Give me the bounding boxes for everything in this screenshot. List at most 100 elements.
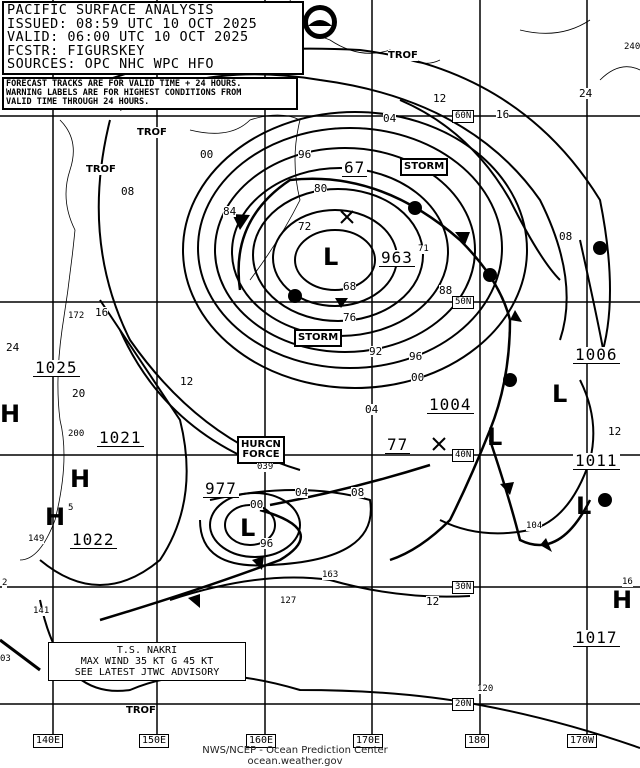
- obs-label: 172: [68, 311, 85, 321]
- warning-line: FORCE: [242, 449, 280, 460]
- ts-name: T.S. NAKRI: [116, 645, 178, 656]
- low-pressure-symbol: L: [487, 423, 503, 451]
- isobar-label: 96: [298, 148, 312, 161]
- occluded-front: [488, 439, 592, 547]
- header-valid: VALID: 06:00 UTC 10 OCT 2025: [7, 29, 249, 45]
- credit-url[interactable]: ocean.weather.gov: [247, 756, 343, 767]
- analysis-header: PACIFIC SURFACE ANALYSIS ISSUED: 08:59 U…: [2, 1, 304, 75]
- isobar-label: 80: [314, 182, 328, 195]
- x-markers: [0, 210, 446, 672]
- isobar-label: 68: [343, 280, 357, 293]
- obs-label: 104: [526, 521, 543, 531]
- note-line: FORECAST TRACKS ARE FOR VALID TIME + 24 …: [6, 79, 242, 89]
- pressure-67: 67: [342, 158, 368, 177]
- ts-max-wind: MAX WIND 35 KT G 45 KT: [80, 656, 214, 667]
- pressure-1017: 1017: [573, 628, 620, 647]
- isobar-label: 12: [433, 92, 447, 105]
- obs-label: 127: [280, 596, 297, 606]
- high-pressure-symbol: H: [0, 400, 21, 428]
- isobar-label: 71: [418, 244, 429, 254]
- trough-label: TROF: [126, 705, 156, 716]
- isobar-label: 16: [496, 108, 510, 121]
- isobar-label: 72: [298, 220, 312, 233]
- isobar-label: 12: [180, 375, 194, 388]
- lon-label-170e: 170E: [353, 734, 384, 748]
- ts-advisory: SEE LATEST JTWC ADVISORY: [74, 667, 220, 678]
- pressure-1022: 1022: [70, 530, 117, 549]
- high-pressure-symbol: H: [70, 465, 91, 493]
- isobar-label: 24: [6, 341, 20, 354]
- lat-label-30n: 30N: [452, 581, 475, 594]
- trough-label: TROF: [86, 164, 116, 175]
- storm-warning-label: STORM: [400, 158, 449, 176]
- isobar-label: 96: [260, 537, 274, 550]
- isobar-label: 08: [121, 185, 135, 198]
- isobar-label: 24: [579, 87, 593, 100]
- obs-label: 03: [0, 654, 11, 664]
- track-arrow: [269, 463, 431, 507]
- header-issued: ISSUED: 08:59 UTC 10 OCT 2025: [7, 15, 258, 32]
- isobar-label: 84: [223, 205, 237, 218]
- pressure-977: 977: [203, 479, 239, 498]
- obs-label: 5: [68, 503, 74, 513]
- pressure-1021: 1021: [97, 428, 144, 447]
- obs-label: 16: [622, 577, 633, 587]
- isobar-label: 04: [295, 486, 309, 499]
- obs-label: 200: [68, 429, 85, 439]
- isobar-label: 00: [200, 148, 214, 161]
- isobar-label: 08: [351, 486, 365, 499]
- isobar-label: 76: [343, 311, 357, 324]
- isobar-label: 92: [369, 345, 383, 358]
- tropical-storm-nakri-box: T.S. NAKRI MAX WIND 35 KT G 45 KT SEE LA…: [48, 642, 246, 681]
- note-line: VALID TIME THROUGH 24 HOURS.: [6, 97, 150, 107]
- low-pressure-symbol: L: [552, 380, 568, 408]
- trough-label: TROF: [388, 50, 418, 61]
- isobar-label: 00: [411, 371, 425, 384]
- front-symbols: [188, 201, 612, 608]
- lon-label-150e: 150E: [139, 734, 170, 748]
- obs-label: 2: [2, 578, 8, 588]
- high-pressure-symbol: H: [45, 503, 66, 531]
- lon-label-160e: 160E: [246, 734, 277, 748]
- hurricane-force-warning-label: HURCN FORCE: [237, 436, 285, 464]
- isobar-label: 08: [559, 230, 573, 243]
- cold-front-south: [99, 508, 302, 622]
- isobar-label: 96: [409, 350, 423, 363]
- storm-warning-label: STORM: [294, 329, 343, 347]
- lat-label-20n: 20N: [452, 698, 475, 711]
- isobars: [39, 47, 640, 749]
- credit-agency: NWS/NCEP - Ocean Prediction Center: [202, 745, 388, 756]
- pressure-1011: 1011: [573, 451, 620, 470]
- isobar-label: 12: [426, 595, 440, 608]
- header-forecaster: FCSTR: FIGURSKEY: [7, 42, 146, 59]
- lon-label-140e: 140E: [33, 734, 64, 748]
- obs-label: 120: [477, 684, 494, 694]
- pressure-1025: 1025: [33, 358, 80, 377]
- noaa-logo-icon: [303, 5, 337, 39]
- high-pressure-symbol: H: [612, 586, 633, 614]
- pressure-963: 963: [379, 248, 415, 267]
- isobar-label: 16: [95, 306, 109, 319]
- note-line: WARNING LABELS ARE FOR HIGHEST CONDITION…: [6, 88, 242, 98]
- obs-label: 039: [257, 462, 274, 472]
- lat-lon-grid: [0, 0, 640, 735]
- cold-front: [389, 429, 492, 562]
- lon-label-170w: 170W: [567, 734, 598, 748]
- low-pressure-symbol: L: [240, 514, 256, 542]
- forecast-note: FORECAST TRACKS ARE FOR VALID TIME + 24 …: [2, 77, 298, 110]
- isobar-label: 04: [383, 112, 397, 125]
- pressure-1006: 1006: [573, 345, 620, 364]
- trough-label: TROF: [137, 127, 167, 138]
- lat-label-40n: 40N: [452, 449, 475, 462]
- fronts: [99, 177, 592, 622]
- obs-label: 141: [33, 606, 50, 616]
- header-sources: SOURCES: OPC NHC WPC HFO: [7, 56, 215, 72]
- pressure-77: 77: [385, 435, 411, 454]
- lat-label-60n: 60N: [452, 110, 475, 123]
- isobar-label: 00: [250, 498, 264, 511]
- isobar-label: 88: [439, 284, 453, 297]
- pressure-1004: 1004: [427, 395, 474, 414]
- isobar-label: 20: [72, 387, 86, 400]
